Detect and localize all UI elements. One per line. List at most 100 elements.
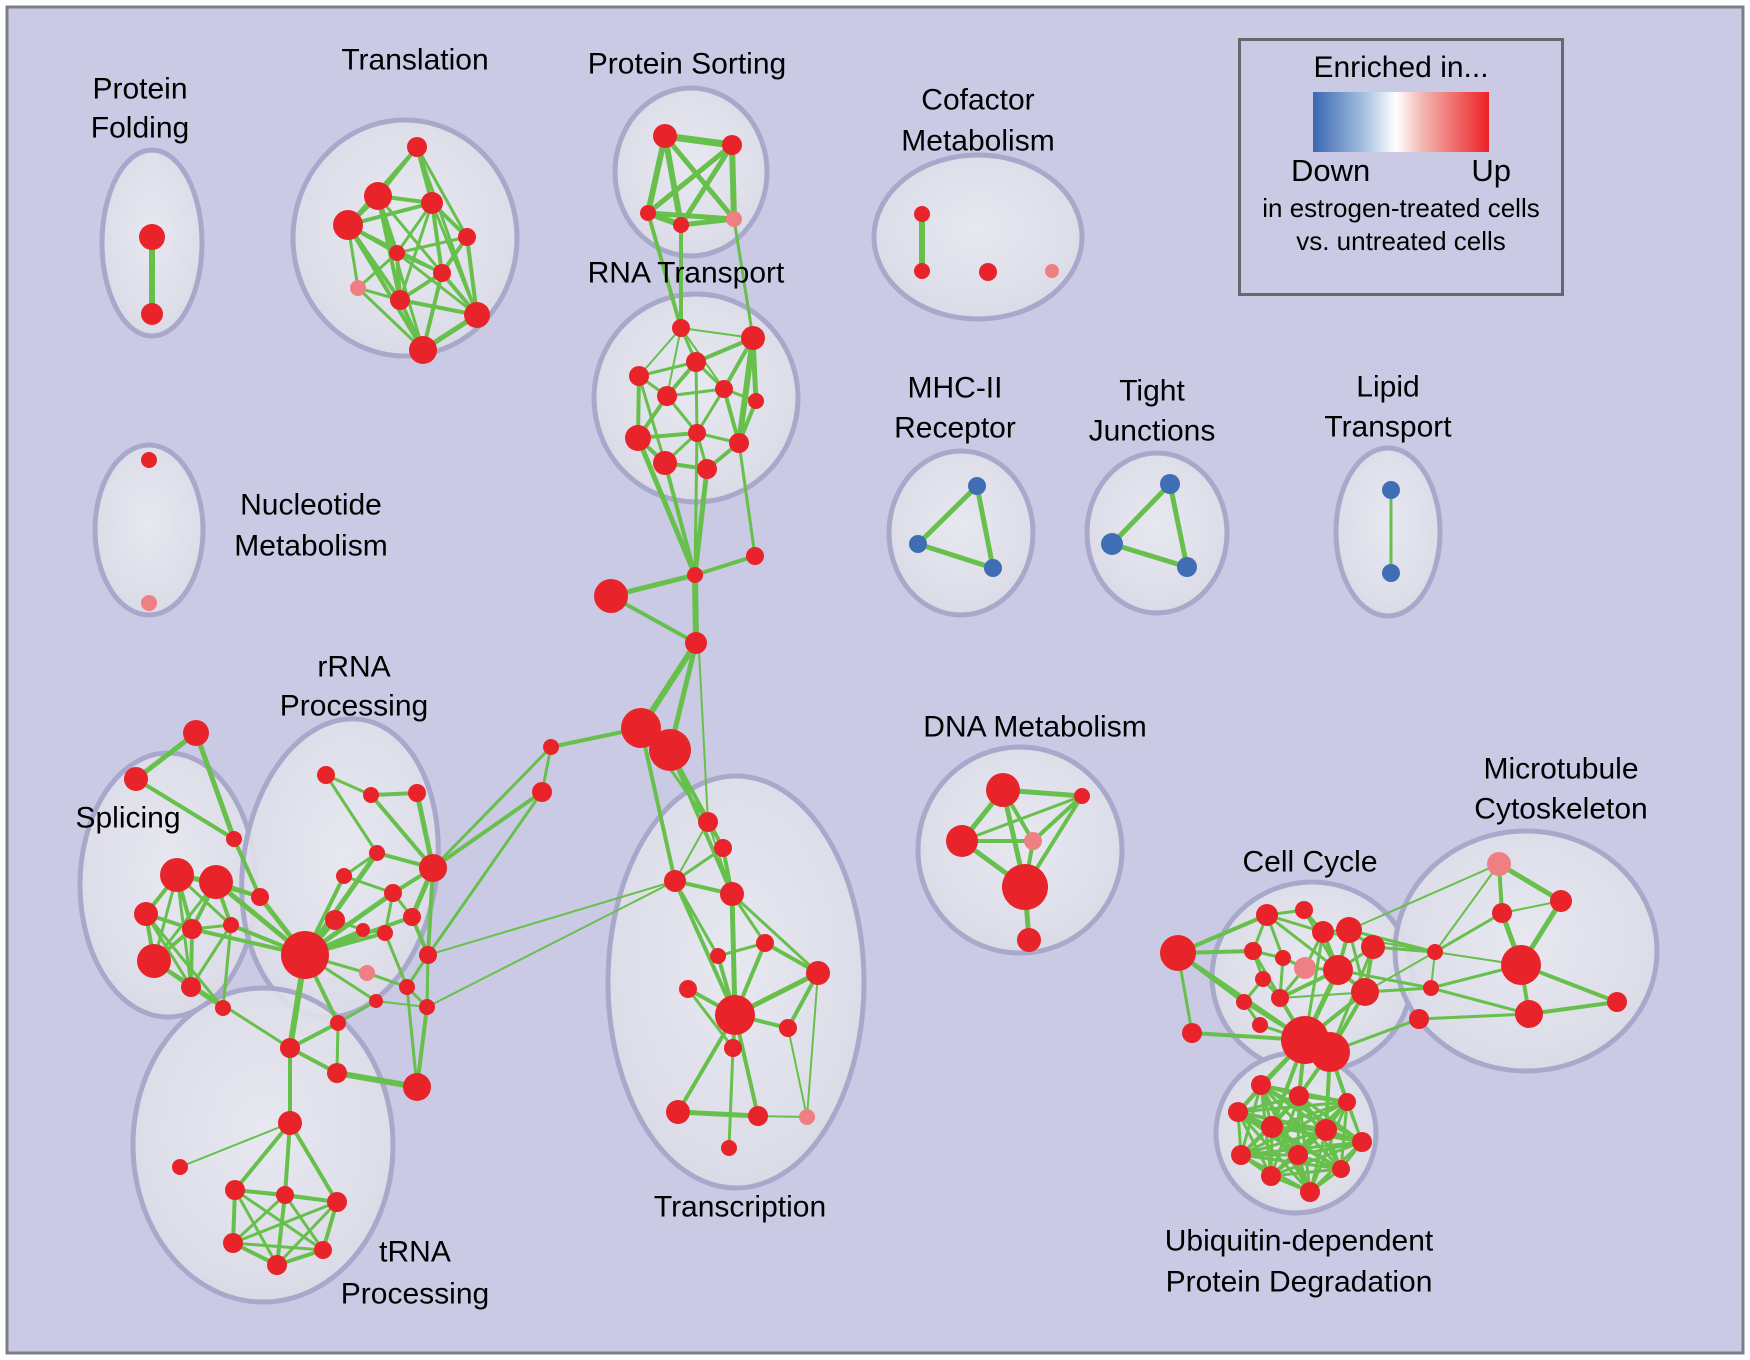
gene-set-node[interactable] [182, 919, 202, 939]
gene-set-node[interactable] [1101, 533, 1123, 555]
gene-set-node[interactable] [748, 1106, 768, 1126]
gene-set-node[interactable] [1251, 1075, 1271, 1095]
gene-set-node[interactable] [1295, 901, 1313, 919]
gene-set-node[interactable] [225, 1180, 245, 1200]
gene-set-node[interactable] [1160, 935, 1196, 971]
gene-set-node[interactable] [543, 739, 559, 755]
gene-set-node[interactable] [390, 290, 410, 310]
gene-set-node[interactable] [199, 865, 233, 899]
gene-set-node[interactable] [714, 839, 732, 857]
gene-set-node[interactable] [729, 433, 749, 453]
gene-set-node[interactable] [1256, 904, 1278, 926]
gene-set-node[interactable] [409, 336, 437, 364]
gene-set-node[interactable] [1332, 1160, 1350, 1178]
gene-set-node[interactable] [1177, 557, 1197, 577]
gene-set-node[interactable] [399, 979, 415, 995]
gene-set-node[interactable] [688, 424, 706, 442]
gene-set-node[interactable] [909, 535, 927, 553]
gene-set-node[interactable] [369, 845, 385, 861]
gene-set-node[interactable] [276, 1186, 294, 1204]
gene-set-node[interactable] [314, 1241, 332, 1259]
gene-set-node[interactable] [666, 1100, 690, 1124]
gene-set-node[interactable] [779, 1019, 797, 1037]
gene-set-node[interactable] [1074, 788, 1090, 804]
gene-set-node[interactable] [653, 451, 677, 475]
gene-set-node[interactable] [1160, 474, 1180, 494]
gene-set-node[interactable] [685, 632, 707, 654]
gene-set-node[interactable] [1045, 264, 1059, 278]
gene-set-node[interactable] [458, 228, 476, 246]
gene-set-node[interactable] [1182, 1023, 1202, 1043]
gene-set-node[interactable] [946, 825, 978, 857]
gene-set-node[interactable] [267, 1255, 287, 1275]
gene-set-node[interactable] [715, 995, 755, 1035]
gene-set-node[interactable] [183, 720, 209, 746]
gene-set-node[interactable] [336, 868, 352, 884]
gene-set-node[interactable] [1336, 917, 1362, 943]
gene-set-node[interactable] [914, 206, 930, 222]
gene-set-node[interactable] [726, 211, 742, 227]
gene-set-node[interactable] [278, 1111, 302, 1135]
gene-set-node[interactable] [724, 1039, 742, 1057]
gene-set-node[interactable] [327, 1063, 347, 1083]
gene-set-node[interactable] [281, 931, 329, 979]
gene-set-node[interactable] [1492, 903, 1512, 923]
gene-set-node[interactable] [968, 477, 986, 495]
gene-set-node[interactable] [1323, 955, 1353, 985]
gene-set-node[interactable] [1002, 864, 1048, 910]
gene-set-node[interactable] [594, 579, 628, 613]
gene-set-node[interactable] [1515, 1000, 1543, 1028]
gene-set-node[interactable] [419, 854, 447, 882]
gene-set-node[interactable] [653, 124, 677, 148]
gene-set-node[interactable] [1261, 1166, 1281, 1186]
gene-set-node[interactable] [1312, 921, 1334, 943]
gene-set-node[interactable] [141, 303, 163, 325]
gene-set-node[interactable] [1024, 832, 1042, 850]
gene-set-node[interactable] [330, 1015, 346, 1031]
gene-set-node[interactable] [914, 263, 930, 279]
gene-set-node[interactable] [715, 380, 733, 398]
gene-set-node[interactable] [389, 245, 405, 261]
gene-set-node[interactable] [356, 923, 370, 937]
gene-set-node[interactable] [172, 1159, 188, 1175]
gene-set-node[interactable] [317, 766, 335, 784]
gene-set-node[interactable] [1289, 1086, 1309, 1106]
gene-set-node[interactable] [721, 1140, 737, 1156]
gene-set-node[interactable] [1427, 944, 1443, 960]
gene-set-node[interactable] [687, 567, 703, 583]
gene-set-node[interactable] [364, 182, 392, 210]
gene-set-node[interactable] [141, 452, 157, 468]
gene-set-node[interactable] [408, 784, 426, 802]
gene-set-node[interactable] [1315, 1119, 1337, 1141]
gene-set-node[interactable] [1338, 1093, 1356, 1111]
gene-set-node[interactable] [1294, 957, 1316, 979]
gene-set-node[interactable] [1288, 1145, 1308, 1165]
gene-set-node[interactable] [327, 1192, 347, 1212]
gene-set-node[interactable] [333, 210, 363, 240]
gene-set-node[interactable] [223, 1233, 243, 1253]
gene-set-node[interactable] [1300, 1182, 1320, 1202]
gene-set-node[interactable] [419, 946, 437, 964]
gene-set-node[interactable] [160, 858, 194, 892]
gene-set-node[interactable] [1261, 1116, 1283, 1138]
gene-set-node[interactable] [1501, 945, 1541, 985]
gene-set-node[interactable] [407, 137, 427, 157]
gene-set-node[interactable] [359, 965, 375, 981]
gene-set-node[interactable] [649, 729, 691, 771]
gene-set-node[interactable] [384, 884, 402, 902]
gene-set-node[interactable] [403, 1073, 431, 1101]
gene-set-node[interactable] [1017, 928, 1041, 952]
gene-set-node[interactable] [672, 319, 690, 337]
gene-set-node[interactable] [806, 961, 830, 985]
gene-set-node[interactable] [1382, 564, 1400, 582]
gene-set-node[interactable] [377, 925, 393, 941]
gene-set-node[interactable] [679, 980, 697, 998]
gene-set-node[interactable] [421, 192, 443, 214]
gene-set-node[interactable] [1228, 1102, 1248, 1122]
gene-set-node[interactable] [1550, 890, 1572, 912]
gene-set-node[interactable] [686, 352, 706, 372]
gene-set-node[interactable] [1487, 852, 1511, 876]
gene-set-node[interactable] [657, 386, 677, 406]
gene-set-node[interactable] [986, 773, 1020, 807]
gene-set-node[interactable] [640, 205, 656, 221]
